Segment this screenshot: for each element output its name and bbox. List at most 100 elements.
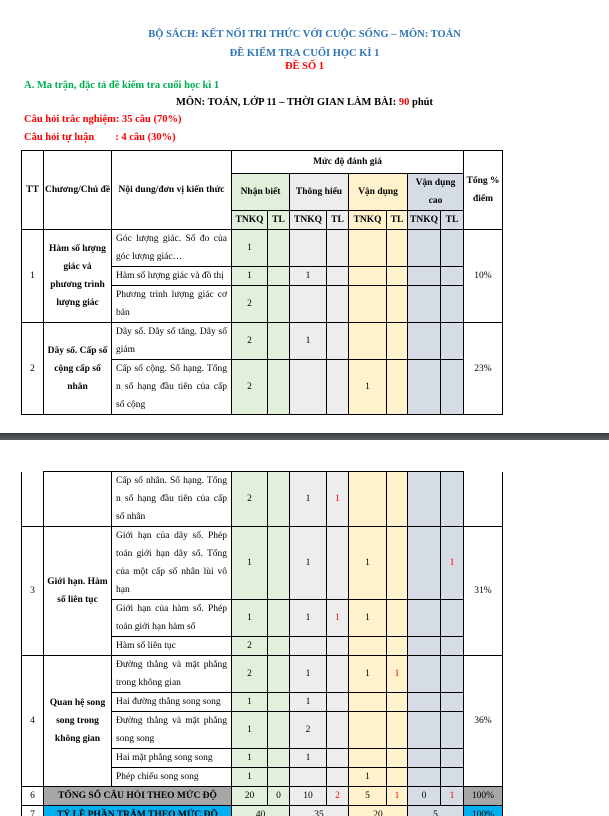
count-cell <box>386 322 408 360</box>
count-cell <box>386 767 408 787</box>
count-cell <box>289 229 327 267</box>
count-cell <box>326 266 349 286</box>
count-cell <box>267 692 290 712</box>
content-cell: Hàm số liên tục <box>111 636 232 656</box>
totals-percent: 100% <box>463 786 503 806</box>
count-cell <box>407 655 441 693</box>
totals-label: TỔNG SỐ CÂU HỎI THEO MỨC ĐỘ <box>43 786 232 806</box>
count-cell: 2 <box>231 655 268 693</box>
count-cell <box>386 285 408 323</box>
count-cell: 1 <box>231 711 268 749</box>
count-cell <box>440 748 464 768</box>
percent-cell: 10% <box>463 229 503 323</box>
count-cell <box>386 599 408 637</box>
minutes-unit: phút <box>409 97 433 108</box>
count-cell <box>407 711 441 749</box>
count-cell: 2 <box>231 359 268 415</box>
count-cell <box>326 229 349 267</box>
count-cell <box>267 767 290 787</box>
count-cell <box>386 692 408 712</box>
table-row: Phép chiếu song song 1 1 <box>22 767 503 787</box>
table-row: 1 Hàm số lượng giác và phương trình lượng… <box>21 229 503 323</box>
matrix-table-page2: Cấp số nhân. Số hạng. Tổng n số hạng đầu… <box>21 471 503 816</box>
count-cell <box>407 692 441 712</box>
count-cell: 1 <box>326 599 349 637</box>
count-cell <box>267 471 290 527</box>
count-cell <box>407 599 441 637</box>
count-cell <box>267 266 290 286</box>
totals-value: 5 <box>348 786 387 806</box>
count-cell <box>407 359 441 415</box>
count-cell <box>348 285 387 323</box>
count-cell: 1 <box>231 266 268 286</box>
count-cell: 1 <box>348 526 387 600</box>
count-cell <box>289 359 327 415</box>
count-cell <box>348 711 387 749</box>
count-cell <box>440 636 464 656</box>
ratio-value: 40 <box>231 805 290 816</box>
totals-value: 0 <box>407 786 441 806</box>
count-cell <box>407 285 441 323</box>
header-sub-2: TNKQ <box>289 210 327 230</box>
ratio-label: TỶ LỆ PHẦN TRĂM THEO MỨC ĐỘ <box>43 805 232 816</box>
percent-cell: 36% <box>463 655 503 787</box>
header-sub-6: TNKQ <box>407 210 441 230</box>
totals-value: 2 <box>326 786 349 806</box>
content-cell: Hai đường thẳng song song <box>111 692 232 712</box>
count-cell <box>326 526 349 600</box>
subject-line: MÔN: TOÁN, LỚP 11 – THỜI GIAN LÀM BÀI: 9… <box>0 97 609 108</box>
chapter-cell: Dãy số. Cấp số cộng cấp số nhân <box>43 322 112 415</box>
count-cell: 1 <box>289 471 327 527</box>
content-cell: Đường thẳng và mặt phẳng trong không gia… <box>111 655 232 693</box>
table-row: Hàm số lượng giác và đồ thị 1 1 <box>22 266 503 286</box>
count-cell <box>348 748 387 768</box>
count-cell: 1 <box>289 748 327 768</box>
table-row: Hai đường thẳng song song 1 1 <box>22 692 503 712</box>
count-cell <box>289 636 327 656</box>
percent-cell: 31% <box>463 526 503 656</box>
count-cell <box>407 748 441 768</box>
count-cell <box>326 711 349 749</box>
count-cell <box>440 322 464 360</box>
exam-number: ĐỀ SỐ 1 <box>284 61 325 72</box>
count-cell: 2 <box>231 636 268 656</box>
count-cell <box>407 229 441 267</box>
count-cell <box>289 285 327 323</box>
row-tt: 4 <box>21 655 44 787</box>
count-cell <box>440 266 464 286</box>
count-cell <box>267 322 290 360</box>
ratio-tt: 7 <box>21 805 44 816</box>
count-cell <box>386 359 408 415</box>
header-chapter: Chương/Chủ đề <box>43 150 112 230</box>
matrix-table-page1: TT Chương/Chủ đề Nội dung/đơn vị kiến thức… <box>21 150 503 415</box>
count-cell <box>440 692 464 712</box>
content-cell: Cấp số cộng. Số hạng. Tổng n số hạng đầu… <box>111 359 232 415</box>
count-cell <box>326 655 349 693</box>
totals-value: 1 <box>440 786 464 806</box>
chapter-cell: Giới hạn. Hàm số liên tục <box>43 526 112 656</box>
page-separator <box>0 433 609 440</box>
content-cell: Đường thẳng và mặt phẳng song song <box>111 711 232 749</box>
header-tt: TT <box>21 150 44 230</box>
exam-title: ĐỀ KIỂM TRA CUỐI HỌC KÌ 1 <box>229 48 380 59</box>
count-cell: 1 <box>348 359 387 415</box>
header-level: Mức độ đánh giá <box>231 150 464 174</box>
count-cell <box>267 599 290 637</box>
count-cell: 1 <box>231 767 268 787</box>
count-cell <box>267 748 290 768</box>
row-tt: 3 <box>21 526 44 656</box>
count-cell <box>326 636 349 656</box>
count-cell <box>348 229 387 267</box>
header-total: Tổng % điểm <box>463 150 503 230</box>
content-cell: Phương trình lượng giác cơ bản <box>111 285 232 323</box>
count-cell <box>326 748 349 768</box>
count-cell: 1 <box>386 655 408 693</box>
count-cell: 1 <box>326 471 349 527</box>
count-cell <box>289 767 327 787</box>
minutes: 90 <box>398 97 410 108</box>
percent-cell <box>463 471 503 527</box>
count-cell: 1 <box>289 266 327 286</box>
count-cell <box>440 285 464 323</box>
totals-value: 0 <box>267 786 290 806</box>
